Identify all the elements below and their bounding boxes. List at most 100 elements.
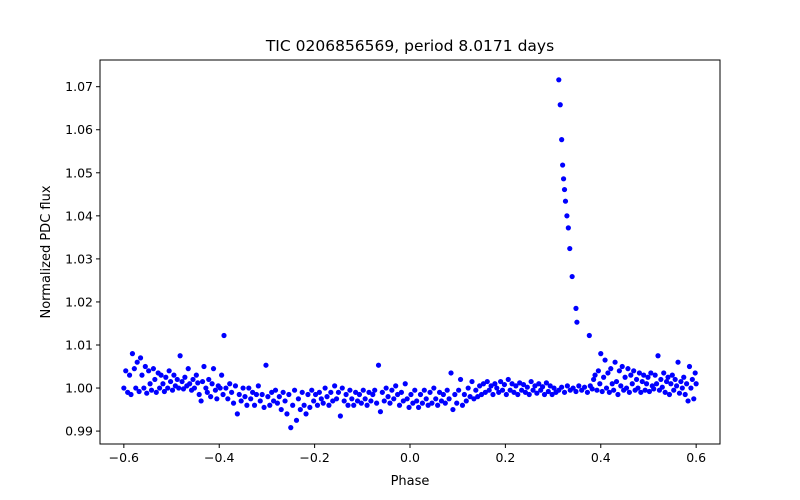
data-point xyxy=(626,389,632,395)
data-point xyxy=(400,398,406,404)
data-point xyxy=(328,389,334,395)
data-point xyxy=(176,385,182,391)
data-point xyxy=(354,398,361,404)
data-point xyxy=(429,400,435,406)
data-point xyxy=(671,387,677,393)
data-point xyxy=(333,396,340,402)
data-point xyxy=(280,389,286,395)
data-point xyxy=(606,389,612,395)
data-point xyxy=(284,411,290,417)
data-point xyxy=(396,402,403,408)
data-point xyxy=(602,357,608,363)
data-point xyxy=(133,385,139,391)
data-point xyxy=(507,387,513,393)
data-point xyxy=(349,396,355,402)
data-point xyxy=(137,355,144,361)
data-point xyxy=(450,406,456,413)
data-point xyxy=(569,273,575,280)
data-point xyxy=(217,385,223,391)
data-point xyxy=(244,402,250,408)
data-point xyxy=(136,388,142,395)
data-point xyxy=(330,398,336,404)
data-point xyxy=(678,378,684,385)
data-point xyxy=(364,402,370,408)
data-point xyxy=(431,385,437,391)
data-point xyxy=(410,400,416,406)
x-tick-label: 0.6 xyxy=(686,450,706,465)
data-point xyxy=(383,385,389,391)
data-point xyxy=(362,396,368,402)
data-point xyxy=(551,385,557,391)
data-point xyxy=(501,381,508,388)
data-point xyxy=(646,388,653,395)
data-point xyxy=(477,383,483,389)
data-point xyxy=(684,381,690,387)
data-point xyxy=(482,389,488,395)
data-point xyxy=(638,389,644,395)
data-point xyxy=(679,385,685,391)
y-tick-label: 1.00 xyxy=(65,381,93,396)
data-point xyxy=(353,389,359,395)
data-point xyxy=(225,396,231,402)
data-point xyxy=(203,385,209,391)
data-point xyxy=(212,387,219,393)
data-point xyxy=(288,425,294,431)
x-tick-label: 0.0 xyxy=(400,450,420,465)
data-point xyxy=(561,186,568,193)
data-point xyxy=(469,378,475,385)
data-point xyxy=(208,394,214,400)
data-point xyxy=(594,387,600,393)
y-axis-label: Normalized PDC flux xyxy=(39,185,54,318)
data-point xyxy=(278,406,284,413)
data-point xyxy=(174,376,180,383)
x-tick-label: 0.2 xyxy=(495,450,515,465)
data-point xyxy=(307,404,313,411)
data-point xyxy=(652,372,658,378)
data-point xyxy=(661,370,667,376)
data-point xyxy=(240,385,246,391)
data-point xyxy=(549,391,555,398)
data-point xyxy=(415,404,422,411)
y-tick-label: 1.01 xyxy=(65,337,93,352)
data-point xyxy=(131,366,137,372)
data-point xyxy=(204,389,210,395)
data-point xyxy=(141,385,147,391)
data-point xyxy=(505,376,511,383)
data-point xyxy=(303,411,309,417)
data-point xyxy=(158,372,164,378)
data-point xyxy=(452,391,458,398)
data-point xyxy=(446,396,452,402)
data-point xyxy=(404,396,410,402)
data-point xyxy=(332,383,338,389)
data-point xyxy=(142,363,148,370)
data-point xyxy=(545,388,551,395)
data-point xyxy=(456,387,462,393)
data-point xyxy=(463,398,469,404)
data-point xyxy=(263,362,269,368)
y-axis: 0.99 1.00 1.01 1.02 1.03 1.04 1.05 1.06 1.07 xyxy=(65,79,100,439)
data-point xyxy=(187,381,193,387)
data-point xyxy=(326,402,332,408)
data-point xyxy=(669,372,675,378)
data-point xyxy=(534,390,540,396)
data-point xyxy=(297,406,303,413)
data-point xyxy=(444,387,450,393)
data-point xyxy=(541,391,548,398)
data-point xyxy=(496,389,502,395)
data-point xyxy=(370,391,376,398)
data-point xyxy=(465,385,471,391)
y-tick-label: 1.06 xyxy=(65,122,93,137)
data-point xyxy=(196,391,202,398)
data-point xyxy=(543,380,550,386)
data-point xyxy=(219,372,225,378)
data-point xyxy=(177,353,183,359)
data-point xyxy=(440,391,446,398)
data-point xyxy=(663,378,670,385)
data-point xyxy=(406,404,412,411)
y-tick-label: 1.05 xyxy=(65,165,93,180)
data-point xyxy=(562,198,569,204)
chart-title: TIC 0206856569, period 8.0171 days xyxy=(265,37,554,55)
data-point xyxy=(121,385,127,391)
data-point xyxy=(631,368,637,374)
